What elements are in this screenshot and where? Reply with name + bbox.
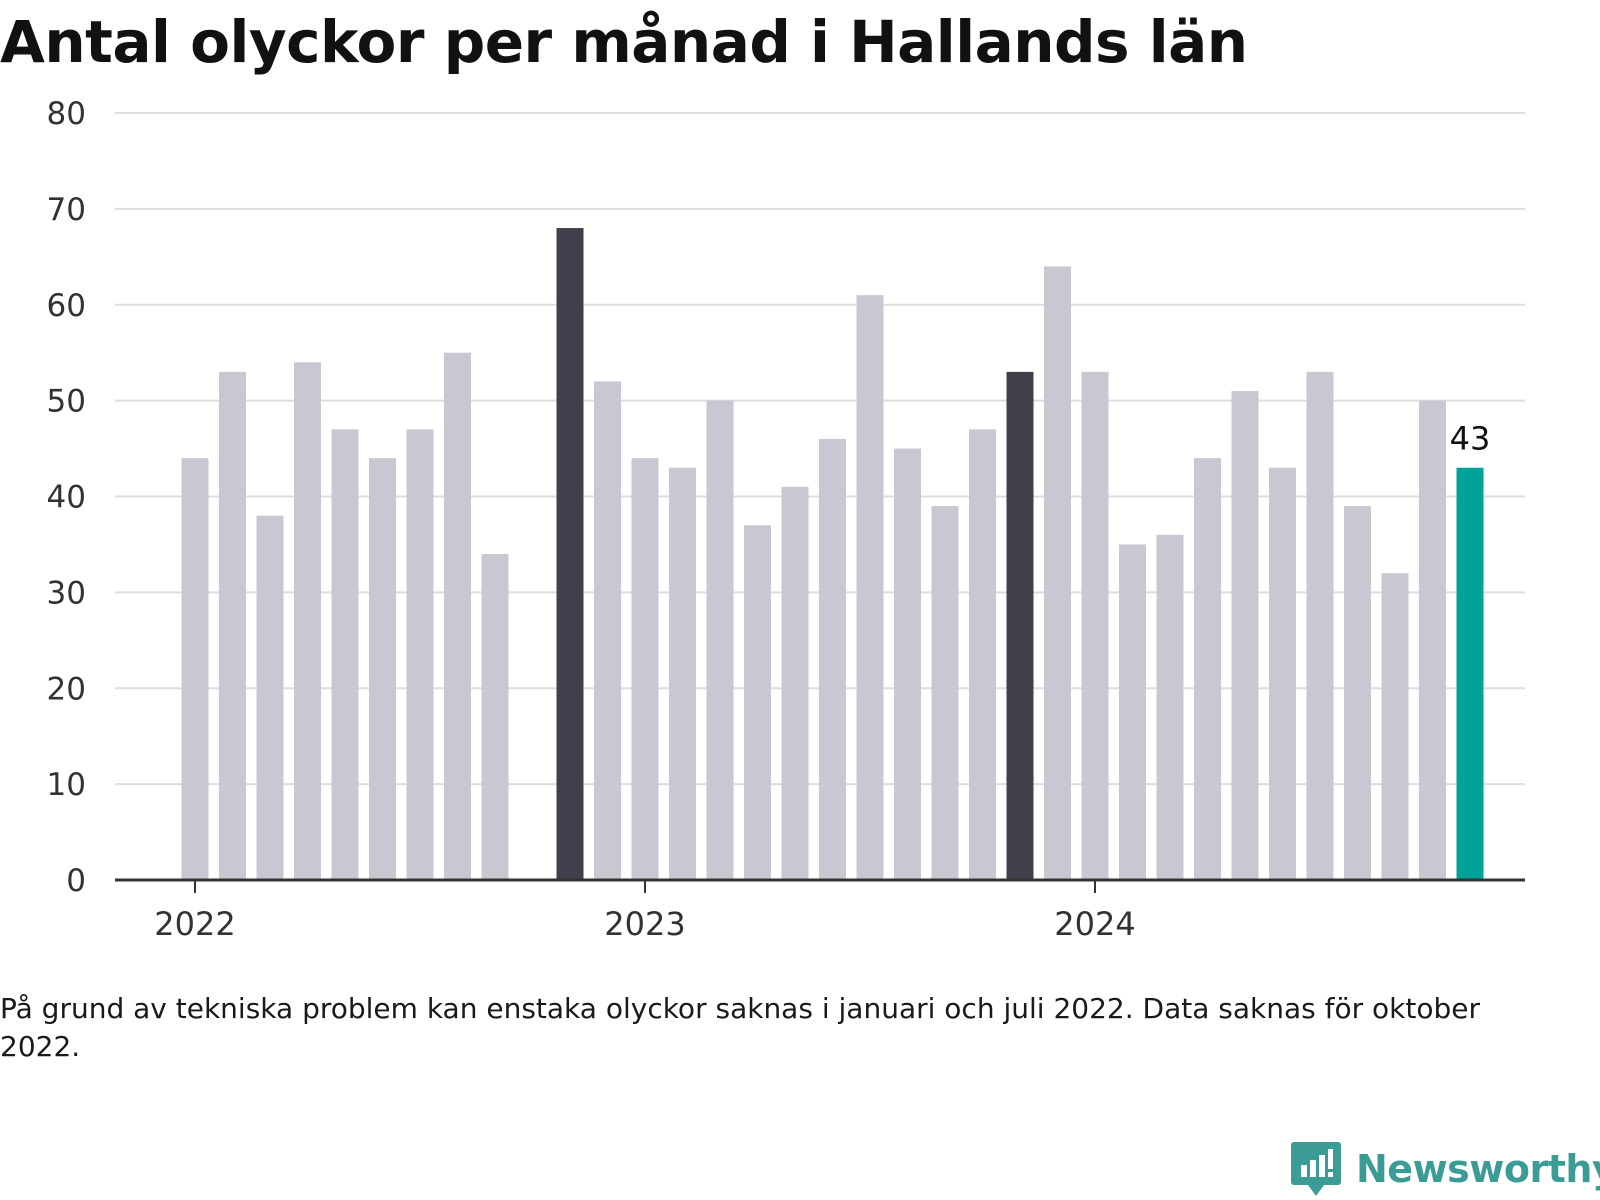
y-tick-label: 10 <box>47 767 86 803</box>
y-tick-label: 50 <box>47 384 86 420</box>
bar-2024-02 <box>1119 544 1146 880</box>
chart-title: Antal olyckor per månad i Hallands län <box>0 8 1248 76</box>
bar-2023-12 <box>1044 266 1071 880</box>
bar-2022-02 <box>219 371 246 880</box>
bar-2022-09 <box>481 554 509 880</box>
bar-2022-03 <box>256 515 284 880</box>
bar-2023-09 <box>931 506 959 880</box>
data-label-2024-11: 43 <box>1450 420 1491 458</box>
bar-2022-08 <box>444 352 471 880</box>
bar-2023-06 <box>819 438 846 880</box>
bar-2022-05 <box>331 429 359 880</box>
bar-2024-04 <box>1194 458 1221 880</box>
bar-2024-05 <box>1231 391 1259 880</box>
bar-2024-09 <box>1381 573 1409 880</box>
x-tick-label-2024: 2024 <box>1054 905 1135 943</box>
bar-2024-07 <box>1306 371 1334 880</box>
x-axis-ticks: 2022 2023 2024 <box>154 880 1136 943</box>
bar-2022-11 <box>556 228 584 881</box>
bar-2024-11 <box>1456 467 1484 880</box>
bar-chart-speech-bubble-icon <box>1291 1142 1341 1196</box>
brand-name: Newsworthy <box>1356 1147 1600 1191</box>
bars <box>181 228 1484 881</box>
x-tick-label-2022: 2022 <box>154 905 235 943</box>
y-tick-label: 70 <box>47 192 86 228</box>
data-labels: 43 <box>1450 420 1491 458</box>
bar-2023-03 <box>706 400 734 880</box>
bar-2023-05 <box>781 486 809 880</box>
bar-2023-02 <box>669 467 696 880</box>
bar-2022-01 <box>181 458 209 880</box>
y-tick-label: 80 <box>47 96 86 132</box>
bar-2023-01 <box>631 458 659 880</box>
bar-2022-12 <box>594 381 621 880</box>
bar-chart: 0 10 20 30 40 50 60 70 80 43 2022 2023 2024 <box>47 96 1525 943</box>
bar-2024-10 <box>1419 400 1446 880</box>
y-tick-label: 30 <box>47 575 86 611</box>
y-tick-label: 40 <box>47 480 86 516</box>
bar-2022-07 <box>406 429 434 880</box>
y-tick-label: 20 <box>47 671 86 707</box>
bar-2023-07 <box>856 295 884 881</box>
brand-logo[interactable]: Newsworthy <box>1290 1140 1600 1198</box>
y-tick-label: 0 <box>66 863 86 899</box>
bar-2024-08 <box>1344 506 1371 880</box>
bar-2023-11 <box>1006 371 1034 880</box>
bar-2022-04 <box>294 362 321 880</box>
footnote: På grund av tekniska problem kan enstaka… <box>0 992 1480 1063</box>
bar-2023-04 <box>744 525 771 880</box>
bar-2024-03 <box>1156 534 1184 880</box>
bar-2024-06 <box>1269 467 1296 880</box>
y-tick-label: 60 <box>47 288 86 324</box>
bar-2022-06 <box>369 458 396 880</box>
bar-2023-08 <box>894 448 921 880</box>
bar-2024-01 <box>1081 371 1109 880</box>
x-tick-label-2023: 2023 <box>604 905 685 943</box>
y-axis-ticks: 0 10 20 30 40 50 60 70 80 <box>47 96 86 899</box>
bar-2023-10 <box>969 429 996 880</box>
